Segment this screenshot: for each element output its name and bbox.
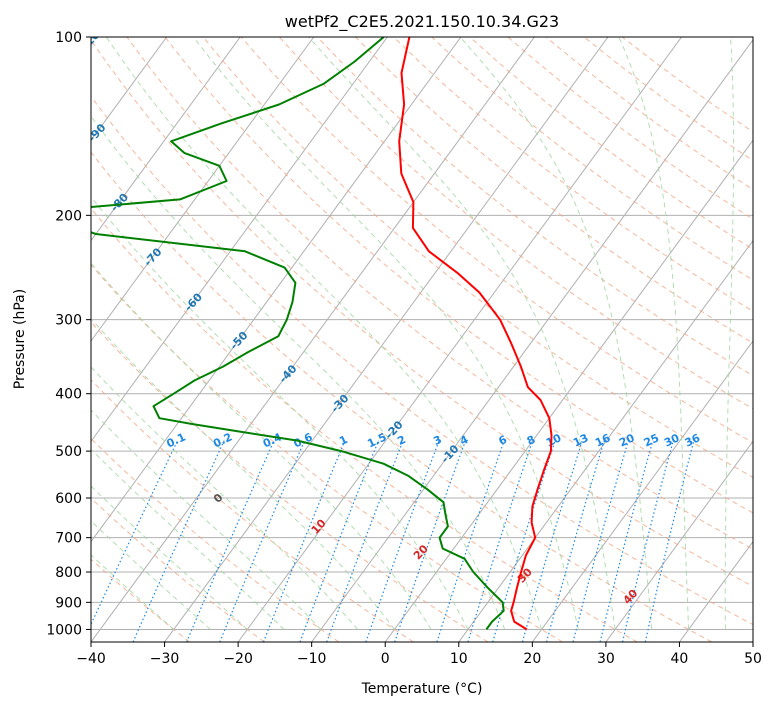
mixing-ratio-line xyxy=(492,440,556,642)
plot-frame xyxy=(90,36,754,643)
mixing-ratio-label: 25 xyxy=(642,431,661,449)
isotherm-line xyxy=(531,340,753,642)
mixing-ratio-label: 30 xyxy=(662,431,682,449)
y-axis-label: Pressure (hPa) xyxy=(12,289,28,389)
mixing-ratio-line xyxy=(365,440,440,642)
y-axis-ticks: 100 200 300 400 500 600 700 800 900 1000 xyxy=(46,30,91,638)
moist-adiabat-line xyxy=(91,262,432,630)
x-tick-label: 30 xyxy=(597,651,615,667)
x-tick-label: −10 xyxy=(297,651,327,667)
y-tick-label: 900 xyxy=(55,595,82,611)
mixing-ratio-label: 16 xyxy=(593,431,613,449)
moist-adiabat-line xyxy=(91,196,469,630)
mixing-ratio-line xyxy=(186,440,275,642)
x-tick-label: 10 xyxy=(450,651,468,667)
y-tick-label: 800 xyxy=(55,565,82,581)
dry-adiabat-line xyxy=(355,37,753,344)
isotherm-line xyxy=(91,37,241,242)
moist-adiabat-line xyxy=(618,37,690,630)
mixing-ratio-line xyxy=(394,440,467,642)
moist-adiabats xyxy=(91,37,735,630)
dry-adiabat-line xyxy=(164,37,753,514)
y-tick-label: 500 xyxy=(55,444,82,460)
moist-adiabat-line xyxy=(91,366,358,630)
isotherm-line xyxy=(91,37,388,443)
isotherm-line xyxy=(605,440,753,642)
mixing-ratio-line xyxy=(521,440,583,642)
mixing-ratio-label: 36 xyxy=(683,431,703,449)
mixing-ratio-label: 20 xyxy=(617,431,637,449)
moist-adiabat-line xyxy=(459,37,653,630)
isotherm-line xyxy=(91,37,168,142)
dry-adiabat-line xyxy=(91,558,191,642)
moist-adiabat-line xyxy=(193,37,579,630)
isotherm-line xyxy=(384,139,753,642)
x-tick-label: −30 xyxy=(150,651,180,667)
mixing-ratio-line xyxy=(132,440,225,642)
mixing-ratio-line xyxy=(467,440,534,642)
mixing-ratio-lines xyxy=(91,440,695,642)
moist-adiabat-line xyxy=(105,37,542,630)
isotherm-line xyxy=(237,37,682,642)
y-tick-label: 400 xyxy=(55,387,82,403)
moist-adiabat-line xyxy=(91,317,395,630)
mixing-ratio-line xyxy=(622,440,674,642)
x-tick-label: 0 xyxy=(381,651,390,667)
isotherm-line xyxy=(91,37,535,642)
temperature-profile-line xyxy=(398,37,553,631)
isotherm-line xyxy=(91,37,315,342)
isotherm-line xyxy=(311,39,753,642)
dry-adiabat-line xyxy=(91,95,753,626)
moist-adiabat-line xyxy=(308,37,616,630)
dry-adiabat-line xyxy=(91,379,414,642)
y-tick-label: 600 xyxy=(55,491,82,507)
x-tick-label: 40 xyxy=(671,651,689,667)
mixing-ratio-line xyxy=(644,440,695,642)
y-tick-label: 100 xyxy=(55,30,82,46)
x-tick-label: 20 xyxy=(523,651,541,667)
dewpoint-profile-line xyxy=(91,37,505,630)
x-axis-label: Temperature (°C) xyxy=(361,681,483,697)
y-tick-label: 300 xyxy=(55,313,82,329)
x-axis-ticks: −40 −30 −20 −10 0 10 20 30 40 50 xyxy=(76,642,762,667)
x-tick-label: −20 xyxy=(223,651,253,667)
dry-adiabat-line xyxy=(317,37,753,377)
plot-background xyxy=(91,37,753,642)
x-tick-label: 50 xyxy=(744,651,762,667)
y-tick-label: 1000 xyxy=(46,622,82,638)
dry-adiabat-line xyxy=(91,151,713,642)
mixing-ratio-line xyxy=(572,440,629,642)
dry-adiabat-line xyxy=(91,207,638,642)
dry-adiabat-line xyxy=(91,264,563,642)
mixing-ratio-line xyxy=(219,440,306,642)
dry-adiabat-line xyxy=(126,37,753,550)
mixing-ratio-line xyxy=(546,440,605,642)
y-tick-label: 200 xyxy=(55,208,82,224)
dry-adiabat-line xyxy=(91,39,753,587)
x-tick-label: −40 xyxy=(76,651,106,667)
mixing-ratio-line xyxy=(599,440,654,642)
dry-adiabat-line xyxy=(240,37,753,444)
mixing-ratio-label: 13 xyxy=(571,431,590,449)
moist-adiabat-line xyxy=(724,37,735,630)
y-tick-label: 700 xyxy=(55,531,82,547)
mixing-ratio-label: 10 xyxy=(544,431,564,449)
isotherm-line xyxy=(164,37,609,642)
moist-adiabat-line xyxy=(91,448,285,630)
chart-title: wetPf2_C2E5.2021.150.10.34.G23 xyxy=(285,12,559,32)
profile-series xyxy=(91,37,553,631)
